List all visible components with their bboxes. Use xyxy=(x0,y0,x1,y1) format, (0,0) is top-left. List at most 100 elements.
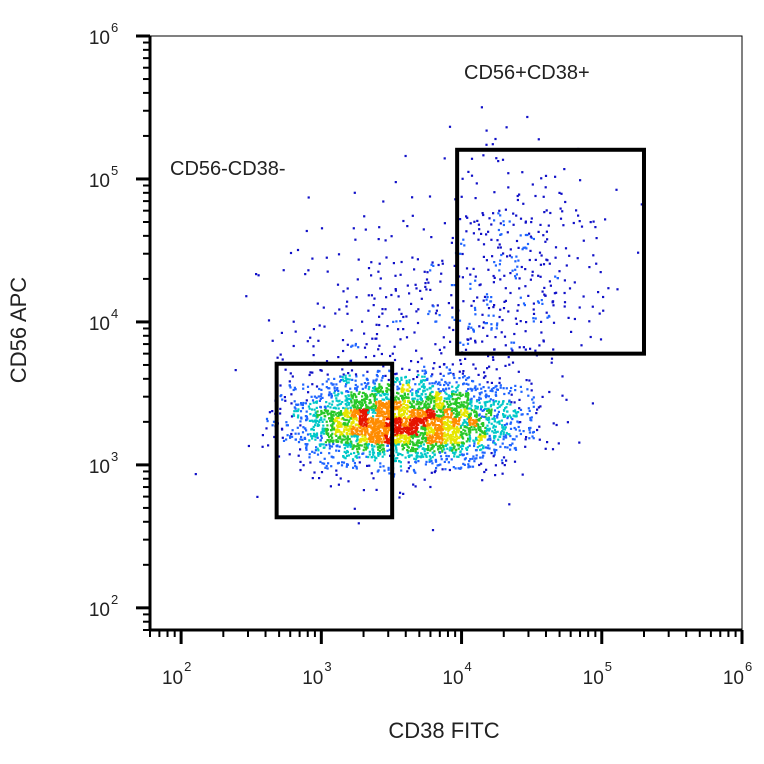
scatter-point xyxy=(484,433,487,436)
scatter-point xyxy=(407,467,410,470)
scatter-point xyxy=(439,419,443,422)
scatter-point xyxy=(393,418,396,421)
scatter-point xyxy=(484,435,487,438)
scatter-point xyxy=(387,466,390,469)
scatter-point xyxy=(498,269,501,272)
scatter-point xyxy=(349,359,353,362)
scatter-point xyxy=(363,430,366,433)
scatter-point xyxy=(372,436,375,439)
scatter-point xyxy=(357,424,360,428)
scatter-point xyxy=(385,412,389,415)
scatter-point xyxy=(518,398,521,401)
scatter-point xyxy=(327,405,330,408)
scatter-point xyxy=(528,409,531,412)
scatter-point xyxy=(317,339,320,342)
scatter-point xyxy=(486,432,489,435)
scatter-point xyxy=(516,194,519,198)
scatter-point xyxy=(370,456,373,459)
scatter-point xyxy=(453,407,457,410)
scatter-point xyxy=(467,438,470,441)
scatter-point xyxy=(455,397,458,400)
scatter-point xyxy=(328,417,331,420)
scatter-point xyxy=(371,411,374,414)
scatter-point xyxy=(490,388,494,391)
scatter-point xyxy=(312,345,315,348)
scatter-point xyxy=(271,339,274,342)
scatter-point xyxy=(371,337,374,340)
scatter-point xyxy=(464,348,468,351)
scatter-point xyxy=(435,441,438,444)
scatter-point xyxy=(410,425,413,428)
scatter-point xyxy=(305,444,308,447)
scatter-point xyxy=(487,417,490,420)
scatter-point xyxy=(456,426,459,429)
scatter-point xyxy=(377,238,380,241)
scatter-point xyxy=(408,379,411,382)
scatter-point xyxy=(486,303,489,306)
scatter-point xyxy=(497,400,501,403)
scatter-point xyxy=(352,227,355,230)
scatter-point xyxy=(459,394,463,397)
y-tick-exponent: 5 xyxy=(111,163,118,178)
scatter-point xyxy=(417,460,420,463)
scatter-point xyxy=(488,217,491,220)
scatter-point xyxy=(415,426,418,429)
scatter-point xyxy=(384,434,387,437)
scatter-point xyxy=(429,415,432,418)
scatter-point xyxy=(354,405,357,408)
scatter-point xyxy=(311,371,314,374)
scatter-point xyxy=(428,413,431,416)
scatter-point xyxy=(407,446,410,449)
scatter-point xyxy=(440,352,443,355)
scatter-point xyxy=(440,414,443,417)
scatter-point xyxy=(352,446,355,449)
scatter-point xyxy=(309,371,312,374)
scatter-point xyxy=(532,317,535,320)
scatter-point xyxy=(328,402,331,405)
scatter-point xyxy=(540,331,543,334)
scatter-point xyxy=(432,423,435,426)
scatter-point xyxy=(328,441,331,444)
x-axis-label: CD38 FITC xyxy=(388,718,499,743)
scatter-point xyxy=(365,424,368,428)
scatter-point xyxy=(526,413,529,416)
scatter-point xyxy=(279,384,282,387)
scatter-point xyxy=(382,447,385,451)
scatter-point xyxy=(489,389,492,392)
scatter-point xyxy=(344,399,347,402)
scatter-point xyxy=(515,322,518,325)
scatter-point xyxy=(335,413,338,416)
scatter-point xyxy=(382,465,385,468)
scatter-point xyxy=(519,296,522,299)
scatter-point xyxy=(440,405,444,408)
scatter-point xyxy=(484,322,487,325)
scatter-point xyxy=(492,426,495,429)
scatter-point xyxy=(479,448,482,452)
scatter-point xyxy=(394,288,397,291)
scatter-point xyxy=(514,411,517,414)
scatter-point xyxy=(474,308,477,311)
scatter-point xyxy=(467,388,470,391)
scatter-point xyxy=(431,439,434,442)
scatter-point xyxy=(330,429,333,432)
scatter-point xyxy=(379,462,382,465)
scatter-point xyxy=(403,393,407,397)
scatter-point xyxy=(407,384,410,387)
scatter-point xyxy=(365,385,368,388)
scatter-point xyxy=(405,315,408,318)
scatter-point xyxy=(407,410,410,413)
scatter-point xyxy=(341,378,345,381)
scatter-point xyxy=(458,413,461,416)
scatter-point xyxy=(459,411,462,414)
scatter-point xyxy=(423,478,426,481)
scatter-point xyxy=(356,436,359,439)
scatter-point xyxy=(302,387,305,390)
scatter-point xyxy=(398,434,401,437)
scatter-point xyxy=(428,403,431,406)
scatter-point xyxy=(427,426,430,430)
scatter-point xyxy=(457,427,460,431)
scatter-point xyxy=(434,312,438,315)
scatter-point xyxy=(293,400,296,403)
scatter-point xyxy=(441,402,445,405)
scatter-point xyxy=(420,398,423,401)
